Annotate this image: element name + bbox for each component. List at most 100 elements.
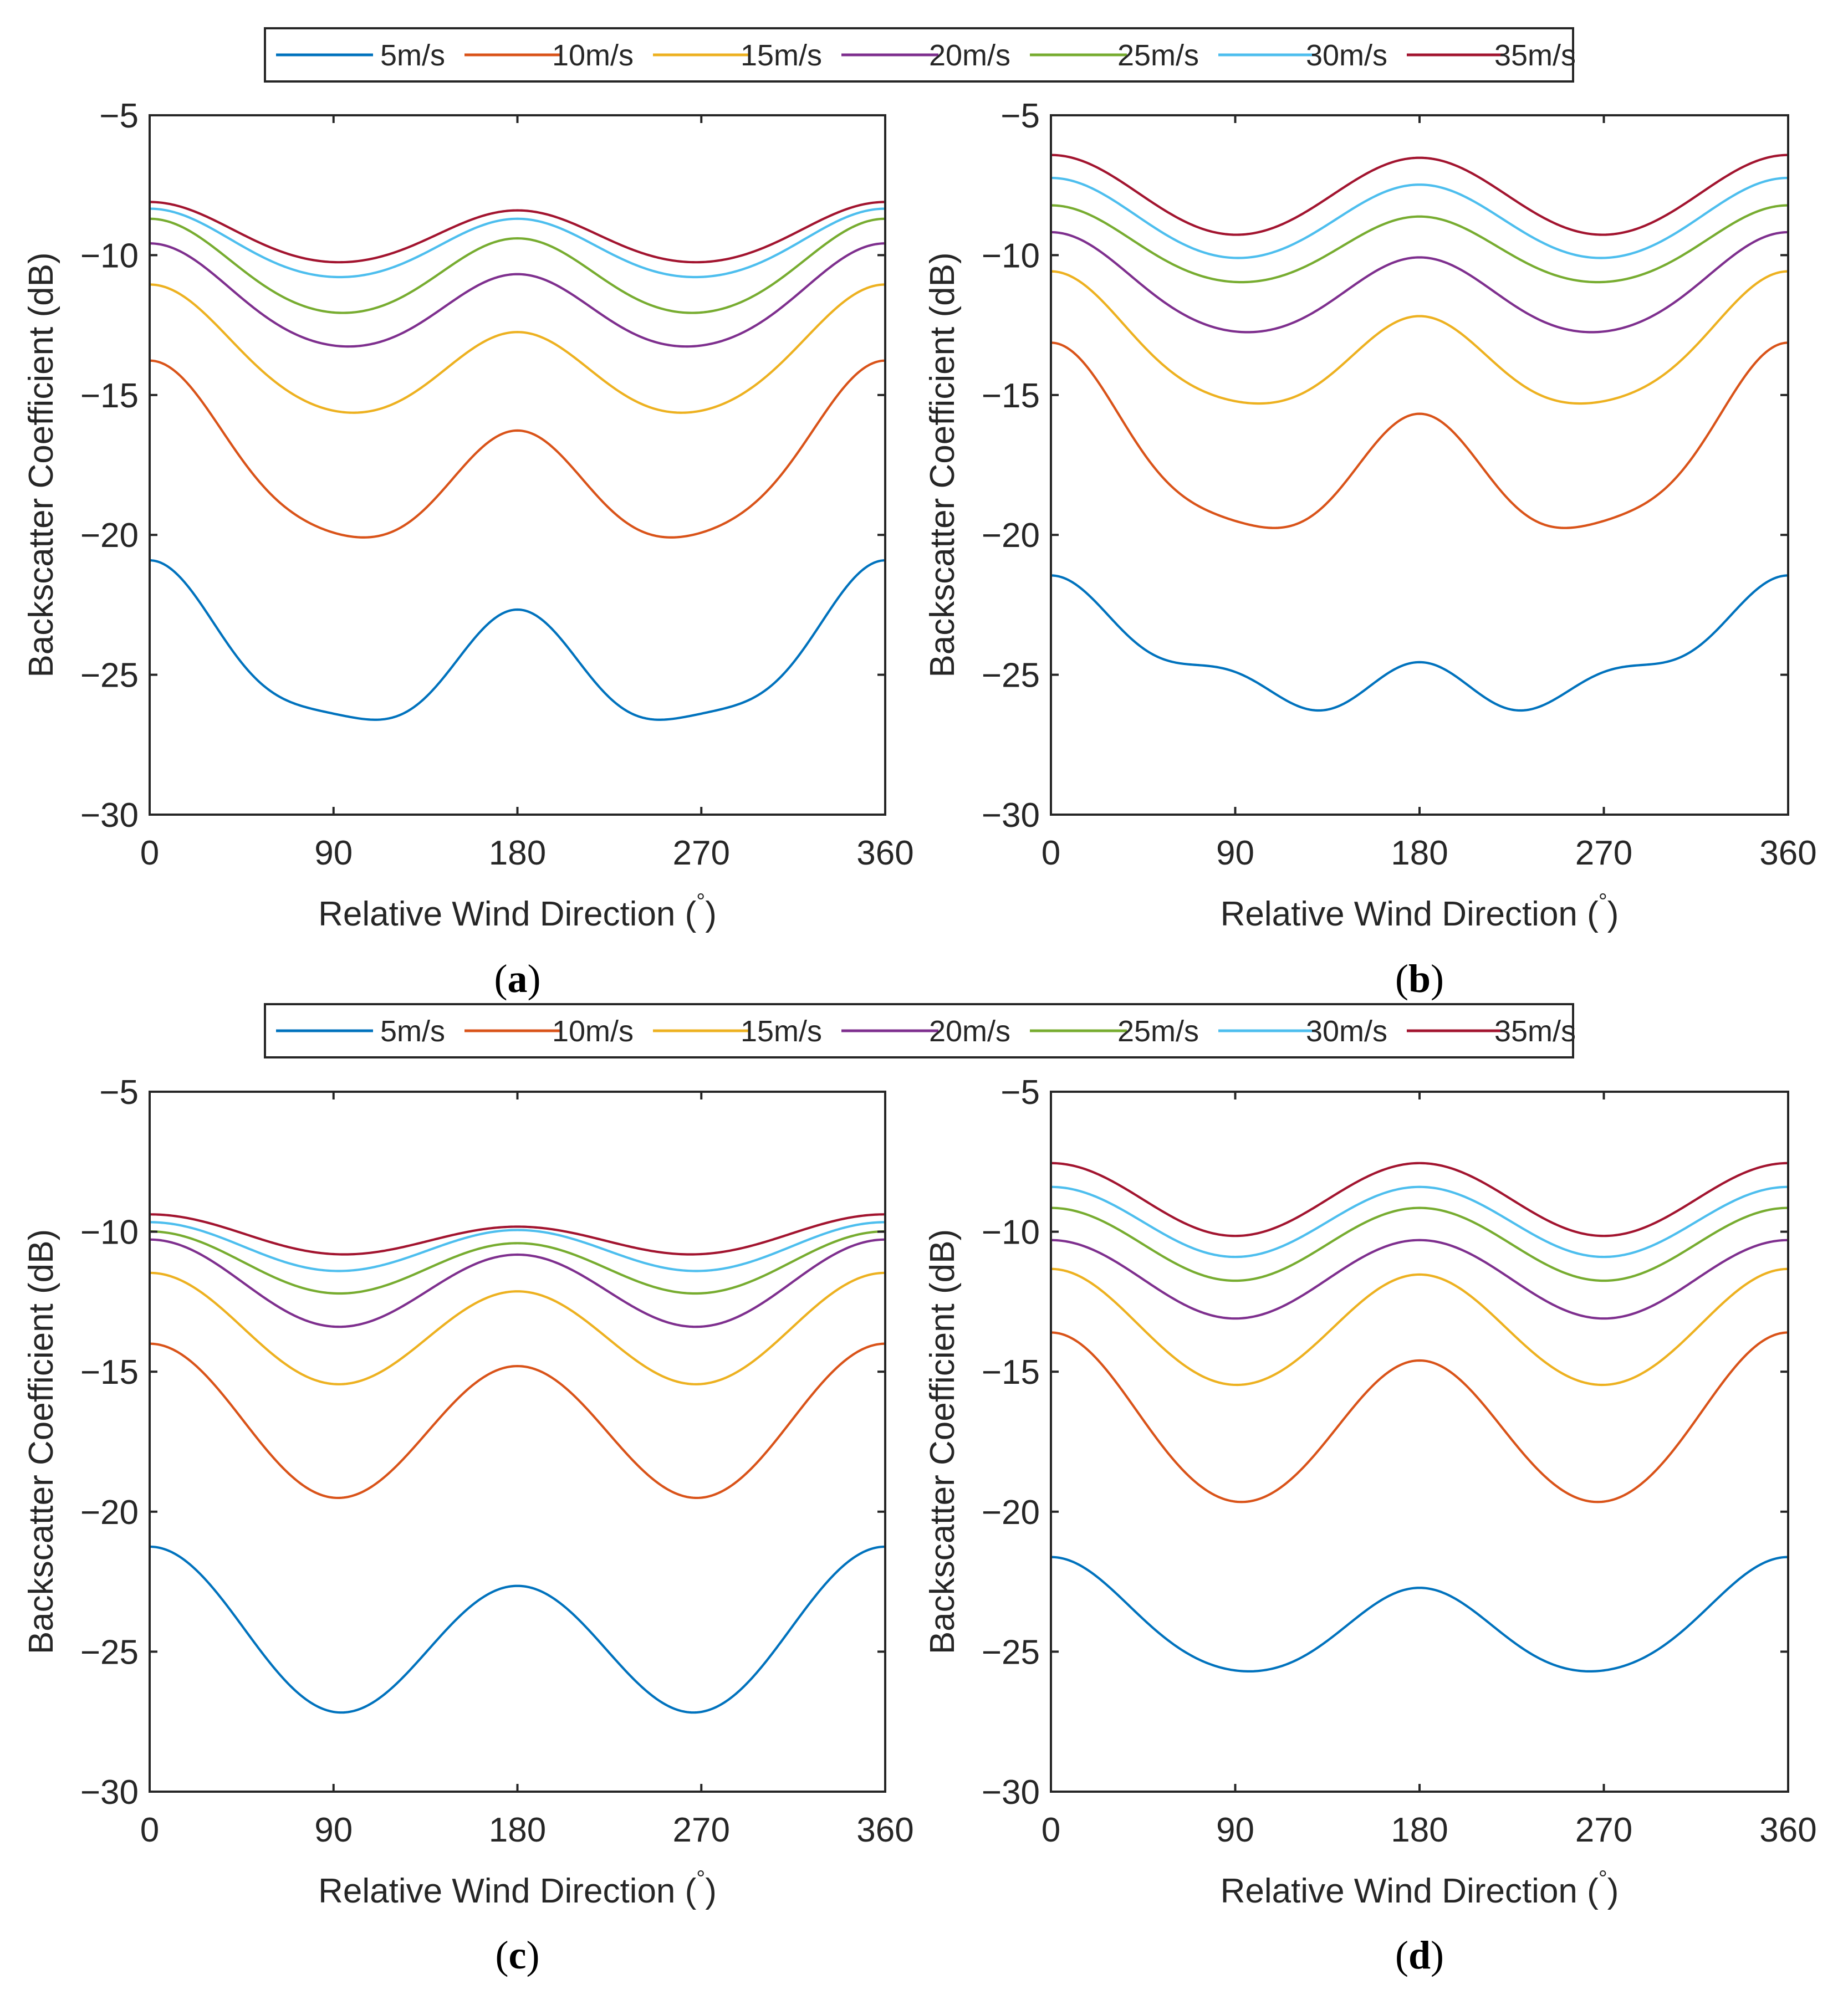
y-tick-label: −20 [80,1494,139,1532]
series-line-35m-per-s [149,1213,886,1256]
legend-label-3: 15m/s [741,1015,822,1048]
y-tick-label: −25 [982,1633,1040,1671]
legend-label-7: 35m/s [1494,1015,1576,1048]
y-tick-label: −15 [982,1353,1040,1392]
x-tick-label: 180 [489,834,546,872]
x-tick-label: 360 [856,834,913,872]
chart-panel-b: 0 90 180 270 360 −30 −25 −20 −15 −10 −5 Relative Wi… [923,97,1817,1001]
legend-label-2: 10m/s [552,39,634,72]
plot-area [1051,1092,1788,1792]
y-axis-label: Backscatter Coefficient (dB) [22,252,60,677]
y-tick-label: −5 [99,97,139,135]
series-line-10m-per-s [149,1342,886,1500]
x-tick-label: 360 [856,1811,913,1849]
y-tick-label: −20 [982,1494,1040,1532]
legend-label-1: 5m/s [380,39,445,72]
legend-label-6: 30m/s [1306,1015,1387,1048]
y-tick-label: −15 [80,377,139,415]
y-tick-label: −10 [80,237,139,275]
x-tick-label: 90 [1216,1811,1254,1849]
x-tick-label: 360 [1759,1811,1816,1849]
series-line-30m-per-s [1050,176,1789,259]
y-tick-label: −25 [80,1633,139,1671]
x-tick-label: 90 [1216,834,1254,872]
legend-2: 5m/s 10m/s 15m/s 20m/s 25m/s 30m/s 35m/s [264,1003,1576,1058]
y-tick-label: −10 [982,237,1040,275]
y-tick-label: −20 [982,516,1040,555]
x-tick-label: 270 [1575,834,1632,872]
x-tick-label: 90 [314,834,353,872]
legend-label-7: 35m/s [1494,39,1576,72]
series-line-15m-per-s [149,283,886,414]
legend-label-3: 15m/s [741,39,822,72]
panel-label: (b) [1395,957,1444,1001]
series-line-5m-per-s [149,559,886,721]
x-tick-label: 0 [140,1811,159,1849]
series-line-35m-per-s [1050,1162,1789,1237]
series-line-5m-per-s [1050,1556,1789,1673]
y-tick-label: −30 [80,796,139,835]
series-line-25m-per-s [149,217,886,314]
x-tick-label: 180 [1391,834,1448,872]
series-line-30m-per-s [1050,1185,1789,1259]
legend-label-4: 20m/s [929,1015,1010,1048]
x-axis-label: Relative Wind Direction (°) [318,1866,717,1910]
x-tick-label: 270 [673,834,730,872]
x-tick-label: 0 [1042,1811,1060,1849]
x-tick-label: 180 [489,1811,546,1849]
y-tick-label: −5 [1000,97,1040,135]
x-axis-label: Relative Wind Direction (°) [1221,889,1619,933]
legend-label-2: 10m/s [552,1015,634,1048]
y-axis-label: Backscatter Coefficient (dB) [923,252,962,677]
y-tick-label: −30 [80,1773,139,1812]
chart-panel-a: 0 90 180 270 360 −30 −25 −20 −15 −10 −5 Relative Wi… [22,97,914,1001]
panel-label: (c) [496,1933,540,1977]
series-line-25m-per-s [1050,204,1789,284]
y-tick-label: −10 [80,1214,139,1252]
x-tick-label: 270 [1575,1811,1632,1849]
x-tick-label: 0 [1042,834,1060,872]
chart-panel-c: 0 90 180 270 360 −30 −25 −20 −15 −10 −5 Relative Wi… [22,1073,914,1977]
series-line-20m-per-s [1050,231,1789,334]
y-tick-label: −15 [80,1353,139,1392]
plot-area [150,1092,885,1792]
series-line-35m-per-s [149,201,886,264]
y-tick-label: −15 [982,377,1040,415]
plot-area [1051,115,1788,815]
series-line-35m-per-s [1050,154,1789,236]
series-line-5m-per-s [149,1545,886,1714]
series-line-15m-per-s [1050,270,1789,405]
series-line-25m-per-s [149,1230,886,1295]
series-line-10m-per-s [1050,1331,1789,1503]
y-tick-label: −20 [80,516,139,555]
x-tick-label: 270 [673,1811,730,1849]
series-line-10m-per-s [149,359,886,539]
y-tick-label: −25 [80,657,139,695]
series-line-15m-per-s [1050,1267,1789,1387]
legend-label-5: 25m/s [1117,39,1199,72]
y-tick-label: −10 [982,1214,1040,1252]
series-line-30m-per-s [149,207,886,279]
legend-label-4: 20m/s [929,39,1010,72]
series-line-20m-per-s [149,1238,886,1328]
plot-area [150,115,885,815]
series-line-30m-per-s [149,1221,886,1272]
legend-label-5: 25m/s [1117,1015,1199,1048]
chart-panel-d: 0 90 180 270 360 −30 −25 −20 −15 −10 −5 Relative Wi… [923,1073,1817,1977]
x-tick-label: 180 [1391,1811,1448,1849]
series-line-20m-per-s [149,242,886,348]
y-tick-label: −30 [982,796,1040,835]
x-tick-label: 360 [1759,834,1816,872]
y-tick-label: −5 [1000,1073,1040,1112]
y-tick-label: −30 [982,1773,1040,1812]
x-axis-label: Relative Wind Direction (°) [1221,1866,1619,1910]
x-tick-label: 0 [140,834,159,872]
panel-label: (d) [1395,1933,1444,1977]
legend-1: 5m/s 10m/s 15m/s 20m/s 25m/s 30m/s 35m/s [264,27,1576,83]
y-axis-label: Backscatter Coefficient (dB) [22,1229,60,1654]
legend-label-1: 5m/s [380,1015,445,1048]
x-axis-label: Relative Wind Direction (°) [318,889,717,933]
series-line-20m-per-s [1050,1239,1789,1320]
legend-label-6: 30m/s [1306,39,1387,72]
